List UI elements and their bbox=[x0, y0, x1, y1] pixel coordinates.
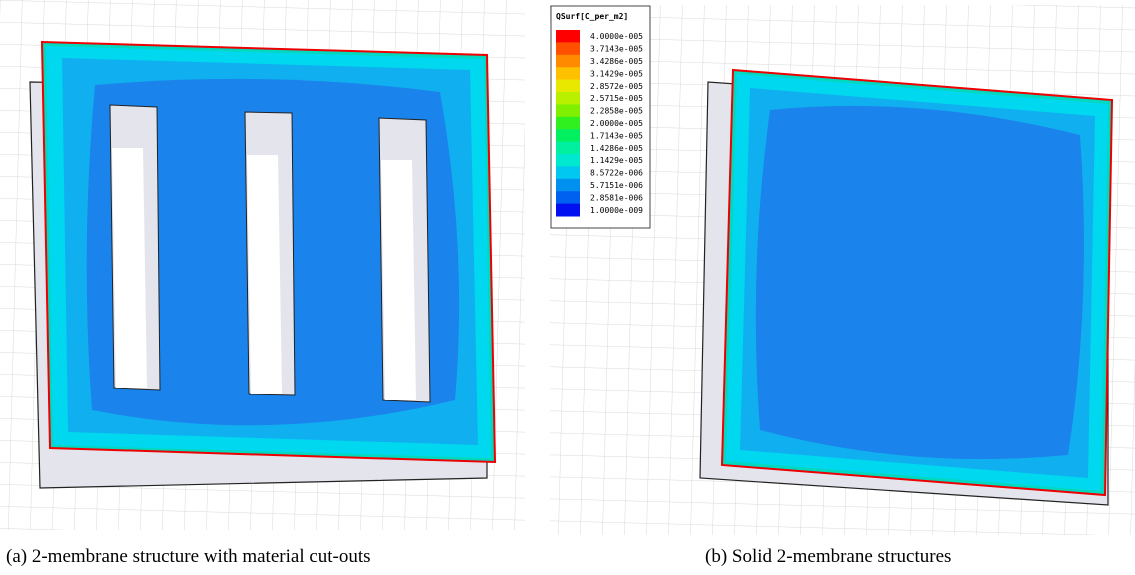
legend-swatch bbox=[556, 55, 580, 68]
legend-swatch bbox=[556, 129, 580, 142]
legend-swatch bbox=[556, 166, 580, 179]
caption: (a) 2-membrane structure with material c… bbox=[6, 546, 371, 568]
panel-a-image bbox=[0, 0, 525, 530]
legend-label: 2.0000e-005 bbox=[590, 119, 643, 128]
legend-label: 2.5715e-005 bbox=[590, 94, 643, 103]
legend-swatch bbox=[556, 204, 580, 217]
legend-label: 3.1429e-005 bbox=[590, 69, 643, 78]
legend-title: QSurf[C_per_m2] bbox=[556, 12, 628, 21]
legend-swatch bbox=[556, 179, 580, 192]
legend-swatch bbox=[556, 80, 580, 93]
legend-label: 3.7143e-005 bbox=[590, 45, 643, 54]
legend-label: 4.0000e-005 bbox=[590, 32, 643, 41]
legend-swatch bbox=[556, 42, 580, 55]
legend-label: 1.1429e-005 bbox=[590, 156, 643, 165]
figure-images: QSurf[C_per_m2] 4.0000e-005 3.7143e-005 3.… bbox=[0, 0, 1135, 540]
legend-label: 3.4286e-005 bbox=[590, 57, 643, 66]
legend-label: 1.7143e-005 bbox=[590, 131, 643, 140]
legend-label: 2.2858e-005 bbox=[590, 107, 643, 116]
legend-swatch bbox=[556, 104, 580, 117]
color-legend: QSurf[C_per_m2] 4.0000e-005 3.7143e-005 3.… bbox=[551, 6, 650, 228]
legend-label: 1.0000e-009 bbox=[590, 206, 643, 215]
legend-label: 1.4286e-005 bbox=[590, 144, 643, 153]
legend-label: 2.8572e-005 bbox=[590, 82, 643, 91]
legend-swatch bbox=[556, 142, 580, 155]
legend-label: 2.8581e-006 bbox=[590, 193, 643, 202]
legend-swatch bbox=[556, 67, 580, 80]
legend-swatch bbox=[556, 191, 580, 204]
legend-swatch bbox=[556, 30, 580, 43]
legend-label: 5.7151e-006 bbox=[590, 181, 643, 190]
legend-label: 8.5722e-006 bbox=[590, 169, 643, 178]
legend-swatch bbox=[556, 117, 580, 130]
legend-swatch bbox=[556, 92, 580, 105]
caption: (b) Solid 2-membrane structures bbox=[705, 546, 951, 568]
figure: QSurf[C_per_m2] 4.0000e-005 3.7143e-005 3.… bbox=[0, 0, 1135, 575]
legend-swatch bbox=[556, 154, 580, 167]
